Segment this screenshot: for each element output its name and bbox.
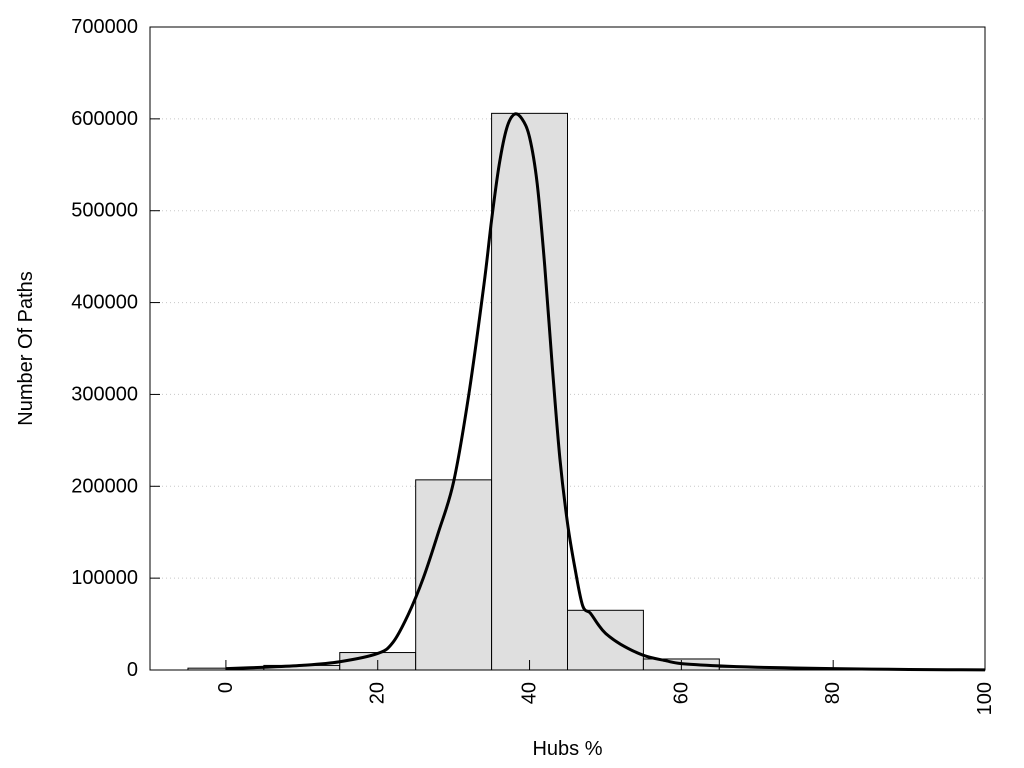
y-axis-ticks: 0 100000 200000 300000 400000 500000 600000 700…	[71, 16, 160, 681]
x-tick-label: 100	[974, 682, 996, 715]
y-tick-label: 500000	[71, 200, 138, 222]
x-tick-label: 60	[670, 682, 692, 704]
y-axis-title: Number Of Paths	[15, 271, 37, 426]
x-tick-label: 20	[367, 682, 389, 704]
plot-frame	[149, 26, 986, 671]
x-tick-label: 80	[822, 682, 844, 704]
histogram-bar	[567, 609, 644, 671]
x-axis-title: Hubs %	[532, 738, 602, 760]
x-tick-label: 0	[215, 682, 237, 693]
histogram-bar	[415, 479, 493, 671]
x-axis-ticks: 0 20 40 60 80 100	[215, 660, 996, 715]
y-tick-label: 100000	[71, 567, 138, 589]
y-tick-label: 0	[127, 659, 138, 681]
bar-group	[187, 112, 986, 671]
y-tick-label: 400000	[71, 292, 138, 314]
distribution-curve	[225, 112, 986, 672]
distribution-curve-group	[225, 112, 986, 672]
y-tick-label: 300000	[71, 383, 138, 405]
y-tick-label: 600000	[71, 108, 138, 130]
y-tick-label: 700000	[71, 16, 138, 38]
x-tick-label: 40	[519, 682, 541, 704]
histogram-bar	[491, 112, 568, 671]
y-tick-label: 200000	[71, 475, 138, 497]
